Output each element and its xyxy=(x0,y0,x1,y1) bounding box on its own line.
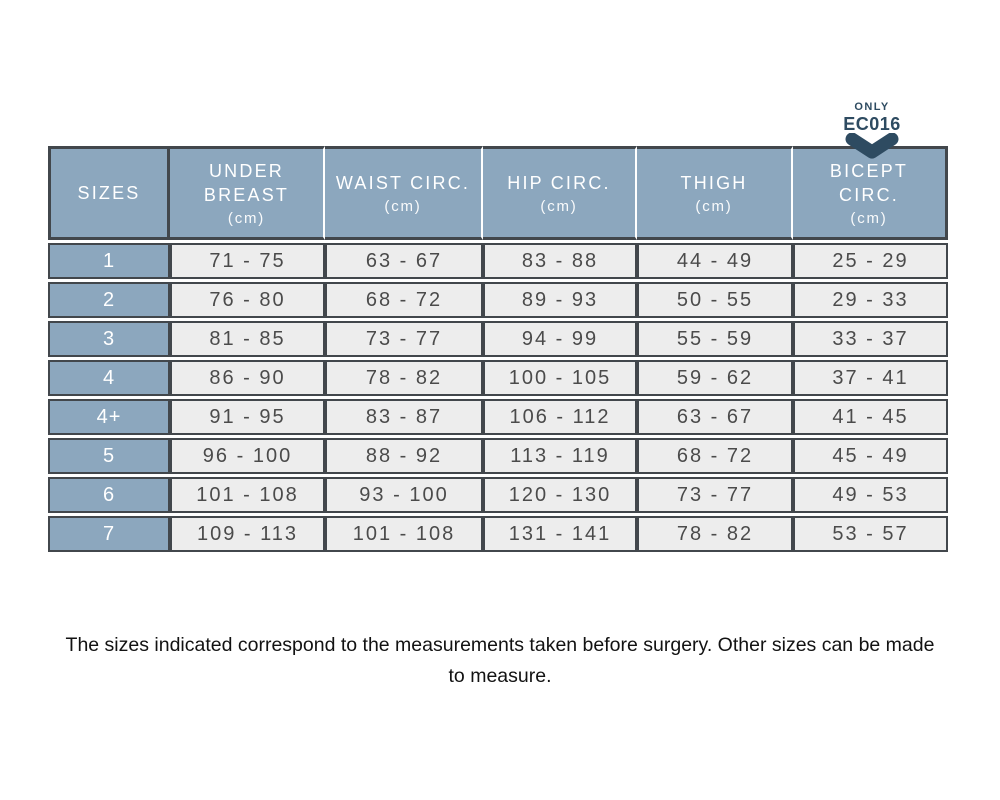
size-cell: 2 xyxy=(48,282,170,318)
table-row: 5 96 - 100 88 - 92 113 - 119 68 - 72 45 - 49 xyxy=(48,438,948,474)
measurement-cell: 96 - 100 xyxy=(170,438,325,474)
measurement-cell: 45 - 49 xyxy=(793,438,948,474)
measurement-cell: 78 - 82 xyxy=(325,360,483,396)
column-header: THIGH (cm) xyxy=(637,146,793,240)
footer-note: The sizes indicated correspond to the me… xyxy=(65,633,935,688)
size-cell: 4+ xyxy=(48,399,170,435)
column-label: SIZES xyxy=(77,182,141,203)
measurement-cell: 73 - 77 xyxy=(325,321,483,357)
chevron-down-icon xyxy=(844,132,900,163)
measurement-cell: 33 - 37 xyxy=(793,321,948,357)
table-row: 1 71 - 75 63 - 67 83 - 88 44 - 49 25 - 29 xyxy=(48,243,948,279)
measurement-cell: 86 - 90 xyxy=(170,360,325,396)
size-cell: 4 xyxy=(48,360,170,396)
size-cell: 1 xyxy=(48,243,170,279)
column-label: WAIST CIRC. xyxy=(335,172,471,193)
measurement-cell: 68 - 72 xyxy=(325,282,483,318)
column-header: HIP CIRC. (cm) xyxy=(483,146,637,240)
column-label: BICEPT CIRC. xyxy=(829,160,909,205)
product-code-annotation: ONLY EC016 xyxy=(818,101,926,135)
table-row: 4+ 91 - 95 83 - 87 106 - 112 63 - 67 41 - 45 xyxy=(48,399,948,435)
measurement-cell: 101 - 108 xyxy=(170,477,325,513)
measurement-cell: 68 - 72 xyxy=(637,438,793,474)
measurement-cell: 83 - 88 xyxy=(483,243,637,279)
measurement-cell: 93 - 100 xyxy=(325,477,483,513)
measurement-cell: 25 - 29 xyxy=(793,243,948,279)
measurement-cell: 59 - 62 xyxy=(637,360,793,396)
measurement-cell: 131 - 141 xyxy=(483,516,637,552)
column-unit: (cm) xyxy=(850,210,888,228)
column-unit: (cm) xyxy=(384,198,422,216)
product-code: EC016 xyxy=(843,114,901,134)
column-unit: (cm) xyxy=(695,198,733,216)
measurement-cell: 71 - 75 xyxy=(170,243,325,279)
measurement-cell: 44 - 49 xyxy=(637,243,793,279)
measurement-cell: 120 - 130 xyxy=(483,477,637,513)
column-header: SIZES xyxy=(48,146,170,240)
measurement-cell: 89 - 93 xyxy=(483,282,637,318)
measurement-cell: 100 - 105 xyxy=(483,360,637,396)
measurement-cell: 94 - 99 xyxy=(483,321,637,357)
column-unit: (cm) xyxy=(227,210,266,228)
measurement-cell: 73 - 77 xyxy=(637,477,793,513)
size-cell: 6 xyxy=(48,477,170,513)
measurement-cell: 113 - 119 xyxy=(483,438,637,474)
size-cell: 5 xyxy=(48,438,170,474)
measurement-cell: 81 - 85 xyxy=(170,321,325,357)
size-cell: 3 xyxy=(48,321,170,357)
measurement-cell: 49 - 53 xyxy=(793,477,948,513)
measurement-cell: 29 - 33 xyxy=(793,282,948,318)
table-row: 3 81 - 85 73 - 77 94 - 99 55 - 59 33 - 37 xyxy=(48,321,948,357)
size-cell: 7 xyxy=(48,516,170,552)
table-row: 4 86 - 90 78 - 82 100 - 105 59 - 62 37 - 41 xyxy=(48,360,948,396)
measurement-cell: 106 - 112 xyxy=(483,399,637,435)
measurement-cell: 63 - 67 xyxy=(325,243,483,279)
measurement-cell: 41 - 45 xyxy=(793,399,948,435)
measurement-cell: 37 - 41 xyxy=(793,360,948,396)
measurement-cell: 76 - 80 xyxy=(170,282,325,318)
size-table-body: 1 71 - 75 63 - 67 83 - 88 44 - 49 25 - 29 2 76 … xyxy=(48,243,948,552)
measurement-cell: 83 - 87 xyxy=(325,399,483,435)
measurement-cell: 109 - 113 xyxy=(170,516,325,552)
column-unit: (cm) xyxy=(540,198,578,216)
table-row: 7 109 - 113 101 - 108 131 - 141 78 - 82 53 - … xyxy=(48,516,948,552)
column-label: UNDER BREAST xyxy=(203,160,290,205)
column-header: UNDER BREAST (cm) xyxy=(170,146,325,240)
size-chart-table: SIZES UNDER BREAST (cm) WAIST CIRC. (cm) HIP … xyxy=(48,143,948,555)
measurement-cell: 63 - 67 xyxy=(637,399,793,435)
column-label: HIP CIRC. xyxy=(507,172,611,193)
column-label: THIGH xyxy=(680,172,748,193)
table-row: 2 76 - 80 68 - 72 89 - 93 50 - 55 29 - 33 xyxy=(48,282,948,318)
measurement-cell: 55 - 59 xyxy=(637,321,793,357)
column-header: BICEPT CIRC. (cm) xyxy=(793,146,948,240)
measurement-cell: 88 - 92 xyxy=(325,438,483,474)
only-label: ONLY xyxy=(854,101,890,113)
measurement-cell: 78 - 82 xyxy=(637,516,793,552)
header-row: SIZES UNDER BREAST (cm) WAIST CIRC. (cm) HIP … xyxy=(48,146,948,240)
table-row: 6 101 - 108 93 - 100 120 - 130 73 - 77 49 - 5… xyxy=(48,477,948,513)
measurement-cell: 91 - 95 xyxy=(170,399,325,435)
measurement-cell: 50 - 55 xyxy=(637,282,793,318)
measurement-cell: 53 - 57 xyxy=(793,516,948,552)
measurement-cell: 101 - 108 xyxy=(325,516,483,552)
column-header: WAIST CIRC. (cm) xyxy=(325,146,483,240)
